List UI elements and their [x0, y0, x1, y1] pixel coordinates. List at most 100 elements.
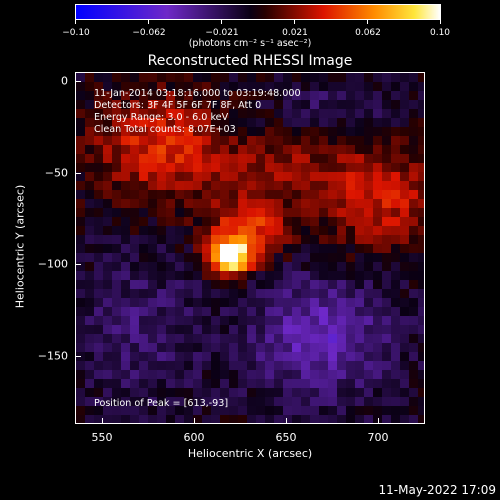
image-pixel — [409, 334, 418, 343]
image-pixel — [337, 361, 346, 370]
image-pixel — [184, 118, 193, 127]
image-pixel — [256, 379, 265, 388]
image-pixel — [265, 217, 274, 226]
image-pixel — [283, 226, 292, 235]
image-pixel — [346, 145, 355, 154]
image-pixel — [391, 208, 400, 217]
image-pixel — [337, 118, 346, 127]
image-pixel — [319, 217, 328, 226]
image-pixel — [310, 370, 319, 379]
image-pixel — [94, 136, 103, 145]
image-pixel — [292, 154, 301, 163]
image-pixel — [193, 244, 202, 253]
image-pixel — [355, 217, 364, 226]
image-pixel — [319, 91, 328, 100]
image-pixel — [382, 235, 391, 244]
image-pixel — [418, 397, 424, 406]
detectors-text: Detectors: 3F 4F 5F 6F 7F 8F, Att 0 — [94, 100, 262, 111]
image-pixel — [184, 316, 193, 325]
colorbar-tick-label: 0.021 — [282, 28, 308, 38]
image-pixel — [130, 244, 139, 253]
image-pixel — [301, 109, 310, 118]
image-pixel — [220, 253, 229, 262]
image-pixel — [247, 298, 256, 307]
image-pixel — [265, 100, 274, 109]
image-pixel — [139, 271, 148, 280]
image-pixel — [166, 397, 175, 406]
image-pixel — [310, 136, 319, 145]
image-pixel — [148, 217, 157, 226]
image-pixel — [121, 370, 130, 379]
image-pixel — [310, 280, 319, 289]
image-pixel — [238, 415, 247, 423]
image-pixel — [418, 352, 424, 361]
image-pixel — [283, 388, 292, 397]
image-pixel — [139, 379, 148, 388]
image-pixel — [283, 199, 292, 208]
image-pixel — [301, 325, 310, 334]
image-pixel — [166, 154, 175, 163]
image-pixel — [256, 334, 265, 343]
image-pixel — [328, 163, 337, 172]
image-pixel — [76, 379, 85, 388]
image-pixel — [319, 253, 328, 262]
x-tick-label: 550 — [91, 431, 113, 444]
image-pixel — [409, 127, 418, 136]
image-pixel — [409, 199, 418, 208]
image-pixel — [409, 262, 418, 271]
image-pixel — [418, 109, 424, 118]
image-pixel — [256, 325, 265, 334]
image-pixel — [391, 406, 400, 415]
image-pixel — [103, 226, 112, 235]
image-pixel — [301, 307, 310, 316]
image-pixel — [238, 109, 247, 118]
image-pixel — [166, 82, 175, 91]
image-pixel — [373, 370, 382, 379]
image-pixel — [211, 280, 220, 289]
image-pixel — [112, 181, 121, 190]
image-pixel — [256, 388, 265, 397]
image-pixel — [418, 325, 424, 334]
image-pixel — [148, 100, 157, 109]
image-pixel — [247, 325, 256, 334]
image-pixel — [76, 271, 85, 280]
image-pixel — [193, 118, 202, 127]
image-pixel — [202, 370, 211, 379]
image-pixel — [157, 235, 166, 244]
colorbar-tick-label: 0.062 — [355, 28, 381, 38]
image-pixel — [319, 334, 328, 343]
image-pixel — [391, 118, 400, 127]
image-pixel — [238, 370, 247, 379]
image-pixel — [310, 199, 319, 208]
image-pixel — [265, 352, 274, 361]
image-pixel — [274, 109, 283, 118]
image-pixel — [85, 379, 94, 388]
image-pixel — [148, 289, 157, 298]
image-pixel — [328, 91, 337, 100]
image-pixel — [220, 208, 229, 217]
image-pixel — [391, 73, 400, 82]
image-pixel — [319, 226, 328, 235]
image-pixel — [355, 100, 364, 109]
image-pixel — [292, 370, 301, 379]
image-pixel — [103, 271, 112, 280]
image-pixel — [76, 145, 85, 154]
image-pixel — [301, 415, 310, 423]
image-pixel — [130, 82, 139, 91]
image-pixel — [274, 352, 283, 361]
image-pixel — [76, 361, 85, 370]
image-pixel — [391, 271, 400, 280]
image-pixel — [346, 334, 355, 343]
image-pixel — [373, 316, 382, 325]
image-pixel — [319, 307, 328, 316]
image-pixel — [139, 325, 148, 334]
image-pixel — [337, 190, 346, 199]
image-pixel — [391, 325, 400, 334]
image-pixel — [130, 307, 139, 316]
image-pixel — [157, 244, 166, 253]
image-pixel — [256, 109, 265, 118]
image-pixel — [301, 118, 310, 127]
image-pixel — [130, 109, 139, 118]
image-pixel — [382, 316, 391, 325]
image-pixel — [292, 415, 301, 423]
